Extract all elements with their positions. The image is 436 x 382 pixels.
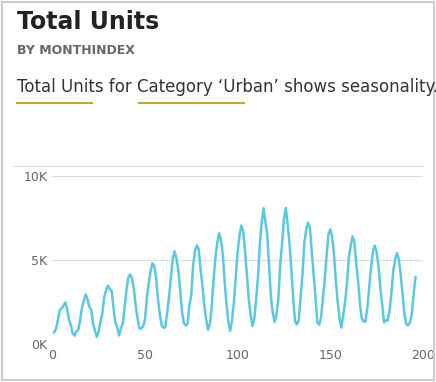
Text: Total Units for Category ‘Urban’ shows seasonality.: Total Units for Category ‘Urban’ shows s… [17, 78, 436, 96]
Text: Total Units: Total Units [17, 10, 160, 34]
Text: BY MONTHINDEX: BY MONTHINDEX [17, 44, 135, 57]
